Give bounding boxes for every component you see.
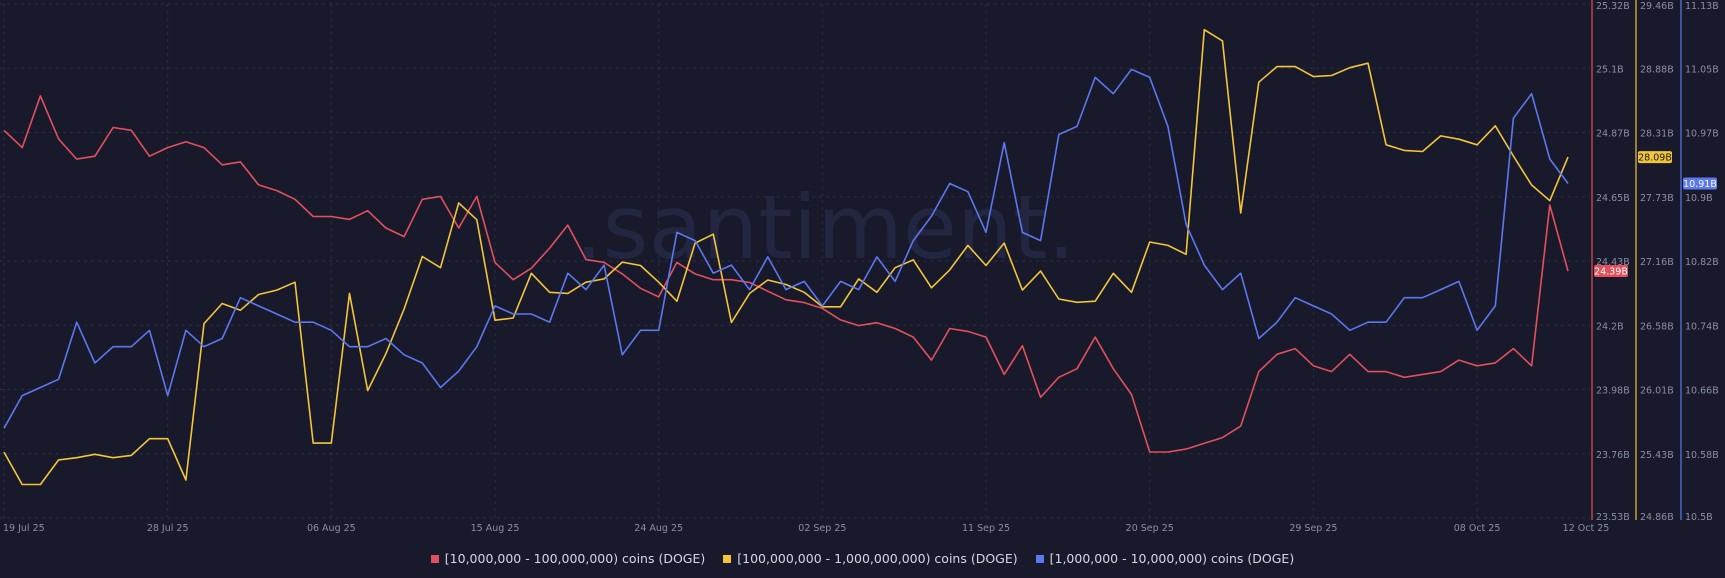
x-tick-label: 24 Aug 25 <box>634 523 683 534</box>
legend: [10,000,000 - 100,000,000) coins (DOGE) … <box>0 551 1725 566</box>
y-tick-label-blue: 11.13B <box>1685 1 1719 12</box>
y-tick-label-red: 24.65B <box>1596 193 1630 204</box>
current-value-badge-yellow <box>1638 151 1672 164</box>
current-value-label-blue: 10.91B <box>1683 179 1717 190</box>
x-tick-label: 20 Sep 25 <box>1126 523 1174 534</box>
current-value-label-red: 24.39B <box>1594 267 1628 278</box>
y-tick-label-blue: 10.5B <box>1685 512 1713 523</box>
x-tick-label: 15 Aug 25 <box>471 523 520 534</box>
y-tick-label-yellow: 25.43B <box>1640 450 1674 461</box>
x-tick-label: 28 Jul 25 <box>147 523 189 534</box>
series-line-red <box>3 95 1569 453</box>
legend-swatch-yellow <box>723 554 732 563</box>
y-tick-label-yellow: 28.88B <box>1640 64 1674 75</box>
legend-item-red[interactable]: [10,000,000 - 100,000,000) coins (DOGE) <box>430 551 706 566</box>
x-tick-label: 11 Sep 25 <box>962 523 1010 534</box>
series-line-yellow <box>3 28 1569 486</box>
y-tick-label-blue: 10.9B <box>1685 193 1713 204</box>
series-line-blue <box>3 68 1569 429</box>
y-tick-label-red: 23.53B <box>1596 512 1630 523</box>
current-value-badge-blue <box>1683 177 1717 190</box>
y-tick-label-red: 24.2B <box>1596 321 1624 332</box>
x-tick-label: 06 Aug 25 <box>307 523 356 534</box>
y-tick-label-red: 23.76B <box>1596 450 1630 461</box>
series-lines <box>3 28 1569 486</box>
y-tick-label-red: 25.1B <box>1596 64 1624 75</box>
x-tick-label: 08 Oct 25 <box>1454 523 1501 534</box>
y-tick-label-red: 24.87B <box>1596 129 1630 140</box>
y-tick-label-blue: 10.58B <box>1685 450 1719 461</box>
x-tick-label: 02 Sep 25 <box>798 523 846 534</box>
y-tick-label-yellow: 27.73B <box>1640 193 1674 204</box>
y-tick-label-red: 24.43B <box>1596 257 1630 268</box>
y-axes: 25.32B 25.1B 24.87B 24.65B 24.43B 24.2B 23.98B… <box>1591 0 1719 523</box>
y-tick-label-blue: 10.66B <box>1685 386 1719 397</box>
legend-swatch-red <box>430 554 439 563</box>
x-axis: 19 Jul 25 28 Jul 25 06 Aug 25 15 Aug 25 24 A… <box>3 523 1609 534</box>
grid-lines <box>0 3 1590 519</box>
y-tick-label-yellow: 28.31B <box>1640 129 1674 140</box>
current-value-label-yellow: 28.09B <box>1638 153 1672 164</box>
legend-item-blue[interactable]: [1,000,000 - 10,000,000) coins (DOGE) <box>1035 551 1295 566</box>
y-tick-label-blue: 10.82B <box>1685 257 1719 268</box>
y-tick-label-yellow: 26.58B <box>1640 321 1674 332</box>
legend-item-yellow[interactable]: [100,000,000 - 1,000,000,000) coins (DOG… <box>723 551 1018 566</box>
x-tick-label: 12 Oct 25 <box>1563 523 1610 534</box>
current-value-badge-red <box>1594 265 1628 278</box>
y-tick-label-red: 23.98B <box>1596 386 1630 397</box>
y-tick-label-blue: 10.74B <box>1685 321 1719 332</box>
legend-label-blue: [1,000,000 - 10,000,000) coins (DOGE) <box>1049 551 1295 566</box>
y-tick-label-blue: 10.97B <box>1685 129 1719 140</box>
legend-swatch-blue <box>1035 554 1044 563</box>
y-tick-label-yellow: 29.46B <box>1640 1 1674 12</box>
santiment-watermark: .santiment. <box>575 176 1076 279</box>
y-tick-label-yellow: 27.16B <box>1640 257 1674 268</box>
y-tick-label-yellow: 24.86B <box>1640 512 1674 523</box>
y-tick-label-red: 25.32B <box>1596 1 1630 12</box>
y-tick-label-yellow: 26.01B <box>1640 386 1674 397</box>
x-tick-label: 19 Jul 25 <box>3 523 45 534</box>
x-tick-label: 29 Sep 25 <box>1289 523 1337 534</box>
legend-label-red: [10,000,000 - 100,000,000) coins (DOGE) <box>444 551 706 566</box>
legend-label-yellow: [100,000,000 - 1,000,000,000) coins (DOG… <box>737 551 1018 566</box>
y-tick-label-blue: 11.05B <box>1685 64 1719 75</box>
